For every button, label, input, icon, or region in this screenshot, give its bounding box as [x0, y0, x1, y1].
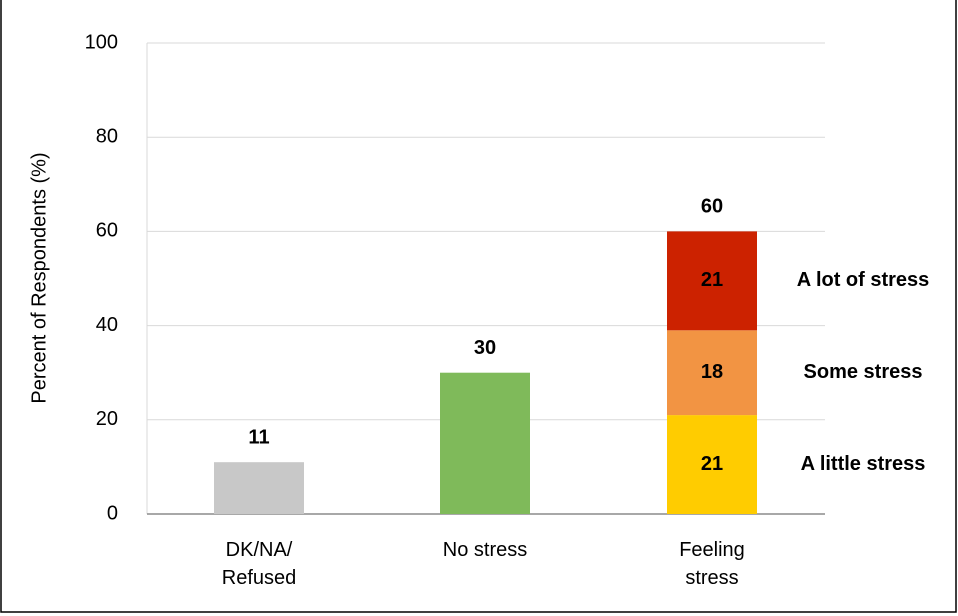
y-tick-label: 60 [96, 220, 118, 242]
series-label: A lot of stress [797, 269, 930, 291]
y-axis-label: Percent of Respondents (%) [28, 152, 50, 403]
segment-label: 18 [701, 361, 723, 383]
data-label: 30 [474, 337, 496, 359]
series-label: Some stress [804, 361, 923, 383]
y-tick-label: 0 [107, 502, 118, 524]
segment-label: 21 [701, 453, 723, 475]
bar-segment [667, 330, 757, 416]
x-tick-label: No stress [442, 539, 528, 561]
x-tick-label: DK/NA/ Refused [221, 539, 297, 589]
data-label: 11 [248, 426, 269, 448]
segment-label: 21 [701, 269, 723, 291]
bar [214, 462, 304, 514]
bar [440, 372, 530, 514]
x-tick-label: Feeling stress [679, 539, 745, 589]
y-tick-label: 100 [85, 31, 118, 53]
bar-segment [667, 415, 757, 514]
y-tick-label: 80 [96, 125, 118, 147]
series-label: A little stress [801, 453, 926, 475]
y-tick-label: 40 [96, 314, 118, 336]
data-label: 60 [701, 196, 723, 218]
bar-segment [667, 231, 757, 331]
y-tick-label: 20 [96, 408, 118, 430]
